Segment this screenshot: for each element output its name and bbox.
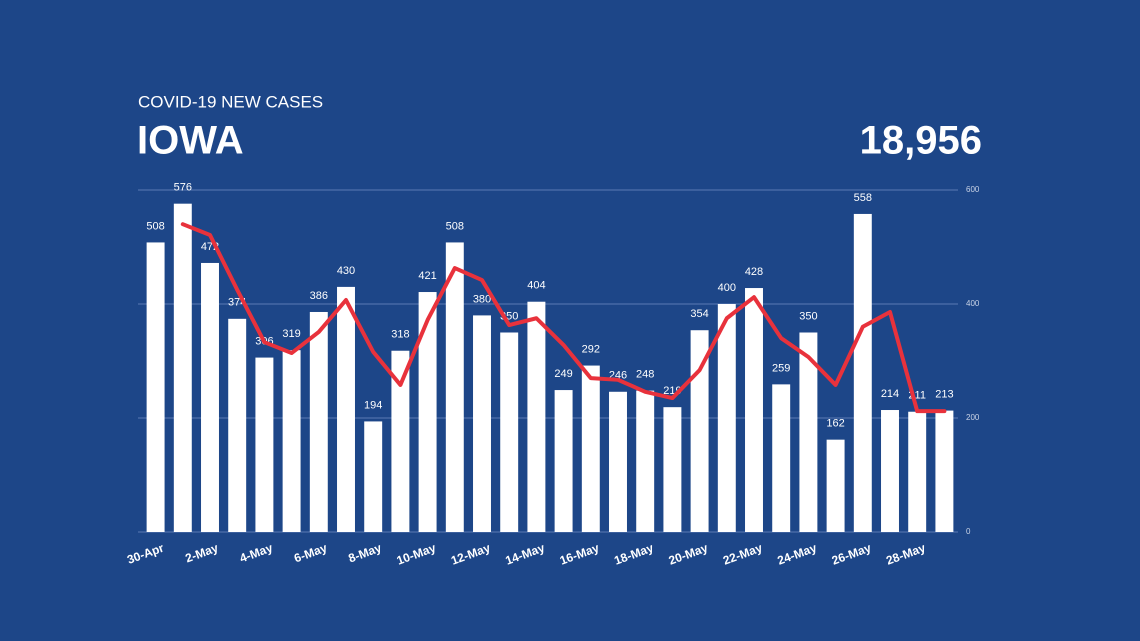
bar [881, 410, 899, 532]
bar [554, 390, 573, 532]
bar [391, 350, 410, 532]
bar [173, 203, 192, 532]
data-label: 354 [690, 308, 708, 320]
bar [473, 315, 491, 532]
data-label: 430 [337, 265, 355, 277]
bar [717, 304, 736, 532]
bar [309, 311, 328, 532]
y-tick-label: 0 [966, 527, 971, 536]
bar [799, 332, 818, 532]
data-label: 386 [310, 290, 328, 302]
data-label: 400 [718, 282, 736, 294]
bar [609, 391, 627, 532]
data-label: 558 [854, 192, 872, 204]
bar [255, 357, 274, 532]
data-label: 162 [826, 418, 844, 430]
bar [690, 330, 709, 532]
data-label: 194 [364, 399, 382, 411]
data-label: 319 [282, 328, 300, 340]
data-label: 508 [446, 220, 464, 232]
bar [500, 332, 519, 532]
data-label: 576 [174, 182, 192, 194]
bar [282, 350, 301, 532]
data-label: 421 [418, 270, 436, 282]
bar [636, 390, 655, 532]
data-label: 508 [146, 220, 164, 232]
bar [527, 301, 546, 532]
data-label: 249 [554, 368, 572, 380]
bar [146, 242, 165, 532]
bar [228, 318, 247, 532]
bar [445, 242, 464, 532]
y-tick-label: 200 [966, 413, 980, 422]
bar [418, 292, 437, 532]
bar [853, 213, 872, 532]
bar [935, 410, 954, 532]
bar [364, 421, 383, 532]
bar [201, 262, 219, 532]
data-label: 350 [799, 310, 817, 322]
y-tick-label: 400 [966, 299, 980, 308]
data-label: 213 [935, 388, 953, 400]
data-label: 259 [772, 362, 790, 374]
data-label: 428 [745, 266, 763, 278]
data-label: 214 [881, 388, 899, 400]
bar [772, 384, 791, 532]
y-tick-label: 600 [966, 185, 980, 194]
bar [663, 407, 682, 532]
moving-average-line [180, 222, 947, 414]
bar [581, 365, 600, 532]
data-label: 318 [391, 329, 409, 341]
data-label: 292 [582, 343, 600, 355]
bar [337, 286, 355, 532]
chart-subtitle: IOWA [137, 119, 244, 163]
data-label: 380 [473, 293, 491, 305]
chart-title: COVID-19 NEW CASES [138, 92, 323, 111]
data-label: 404 [527, 280, 545, 292]
total-cases: 18,956 [860, 119, 982, 163]
data-label: 248 [636, 369, 654, 381]
bar [908, 411, 927, 532]
bar [745, 288, 763, 532]
bar [826, 439, 845, 532]
